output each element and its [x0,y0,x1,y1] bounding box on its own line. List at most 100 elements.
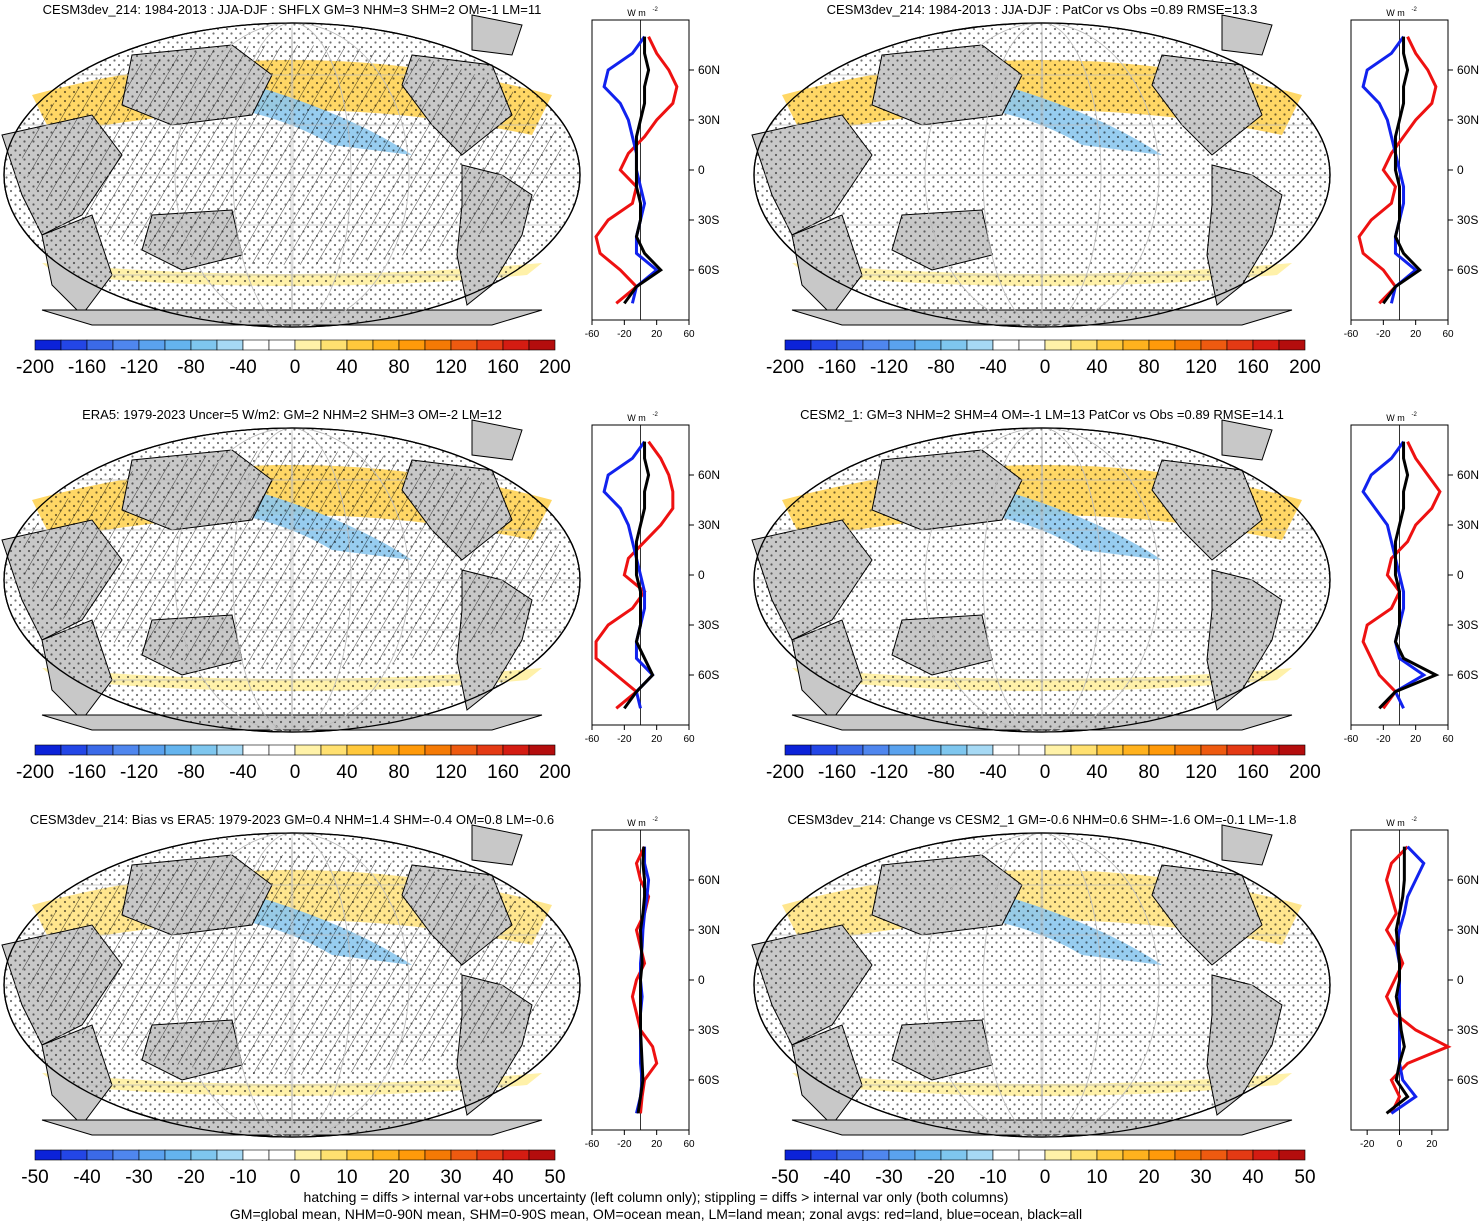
colorbar-swatch [34,1149,62,1161]
colorbar-swatch [966,339,994,351]
zonal-x-tick-label: 20 [1410,329,1422,340]
colorbar-swatch [450,339,478,351]
colorbar-swatch [216,1149,244,1161]
colorbar-tick-label: -200 [766,357,804,378]
colorbar-swatch [940,1149,968,1161]
colorbar-swatch [190,339,218,351]
colorbar-tick-label: 50 [544,1167,565,1188]
colorbar-tick-label: -160 [68,357,106,378]
zonal-x-tick-label: 20 [651,329,663,340]
units-superscript: -2 [1412,7,1418,13]
colorbar-tick-label: 160 [1237,357,1269,378]
colorbar-swatch [1252,339,1280,351]
units-label: W m [627,413,646,423]
colorbar-tick-label: -80 [177,357,204,378]
zonal-x-tick-label: -20 [1376,734,1391,745]
colorbar-tick-label: -160 [68,762,106,783]
world-map [751,14,1331,328]
zonal-line-all [623,441,655,710]
units-label: W m [1386,413,1405,423]
colorbar-swatch [1122,1149,1150,1161]
colorbar-swatch [320,339,348,351]
colorbar-swatch [1096,1149,1124,1161]
colorbar-swatch [1070,339,1098,351]
units-label: W m [627,818,646,828]
colorbar-swatch [992,1149,1020,1161]
colorbar-tick-label: -50 [21,1167,48,1188]
hatching [22,45,562,265]
colorbar-swatch [888,339,916,351]
zonal-x-tick-label: 20 [651,734,663,745]
hatching [22,855,562,1075]
panel-4: CESM2_1: GM=3 NHM=2 SHM=4 OM=-1 LM=13 Pa… [751,407,1479,783]
zonal-line-all [1382,36,1423,305]
colorbar-swatch [294,744,322,756]
lat-tick-label: 30S [698,1023,719,1037]
lat-tick-label: 60N [698,873,720,887]
colorbar-swatch [86,744,114,756]
world-map [1,14,581,328]
zonal-x-tick-label: 60 [683,329,695,340]
zonal-x-tick-label: 60 [1442,329,1454,340]
colorbar-swatch [784,339,812,351]
colorbar-tick-label: -40 [229,357,256,378]
colorbar-swatch [528,1149,556,1161]
zonal-avg-plot: W m -2 60N 30N 0 30S 60S -60 -20 20 60 [1344,7,1479,340]
world-map [751,824,1331,1138]
colorbar-swatch [346,339,374,351]
landmass [471,824,523,866]
zonal-line-all [1378,441,1440,710]
colorbar-tick-label: 200 [1289,762,1321,783]
colorbar-tick-label: -40 [229,762,256,783]
zonal-line-all [623,36,664,305]
colorbar-tick-label: -120 [870,762,908,783]
colorbar-tick-label: 0 [1040,357,1051,378]
zonal-x-tick-label: -60 [1344,329,1359,340]
panel-1: CESM3dev_214: 1984-2013 : JJA-DJF : SHFL… [1,2,720,378]
colorbar-swatch [112,744,140,756]
zonal-line-land [1361,441,1442,710]
lat-tick-label: 60S [698,1073,719,1087]
colorbar-swatch [1226,339,1254,351]
colorbar-swatch [346,744,374,756]
colorbar-swatch [424,744,452,756]
colorbar-swatch [138,339,166,351]
zonal-x-tick-label: 20 [1410,734,1422,745]
colorbar-tick-label: 0 [290,357,301,378]
colorbar-tick-label: 80 [388,762,409,783]
lat-tick-label: 60S [1457,1073,1478,1087]
landmass [1221,419,1273,461]
colorbar-swatch [914,1149,942,1161]
colorbar-swatch [1148,744,1176,756]
panel-5: CESM3dev_214: Bias vs ERA5: 1979-2023 GM… [1,812,720,1188]
colorbar-swatch [320,1149,348,1161]
panel-title: CESM3dev_214: Change vs CESM2_1 GM=-0.6 … [787,812,1296,827]
colorbar-swatch [810,744,838,756]
zonal-avg-plot: W m -2 60N 30N 0 30S 60S -60 -20 20 60 [585,817,720,1150]
lat-tick-label: 60S [1457,263,1478,277]
colorbar-tick-label: 160 [487,762,519,783]
colorbar-swatch [862,744,890,756]
colorbar-swatch [862,1149,890,1161]
colorbar-swatch [528,339,556,351]
colorbar-swatch [450,744,478,756]
colorbar-swatch [784,1149,812,1161]
colorbar-tick-label: -120 [120,762,158,783]
colorbar-swatch [1070,744,1098,756]
lat-tick-label: 30S [698,213,719,227]
lat-tick-label: 30S [1457,1023,1478,1037]
zonal-line-all [1385,846,1410,1115]
colorbar-tick-label: 160 [487,357,519,378]
zonal-x-tick-label: 20 [651,1139,663,1150]
colorbar-swatch [1070,1149,1098,1161]
colorbar-tick-label: 200 [539,357,571,378]
colorbar-swatch [242,1149,270,1161]
zonal-x-tick-label: 0 [1397,1139,1403,1150]
colorbar-swatch [60,744,88,756]
colorbar-swatch [1252,1149,1280,1161]
colorbar-swatch [862,339,890,351]
zonal-line-land [594,36,679,305]
panel-2: CESM3dev_214: 1984-2013 : JJA-DJF : PatC… [751,2,1479,378]
world-map [751,419,1331,733]
colorbar: -200 -160 -120 -80 -40 0 40 80 120 160 200 [16,744,571,783]
